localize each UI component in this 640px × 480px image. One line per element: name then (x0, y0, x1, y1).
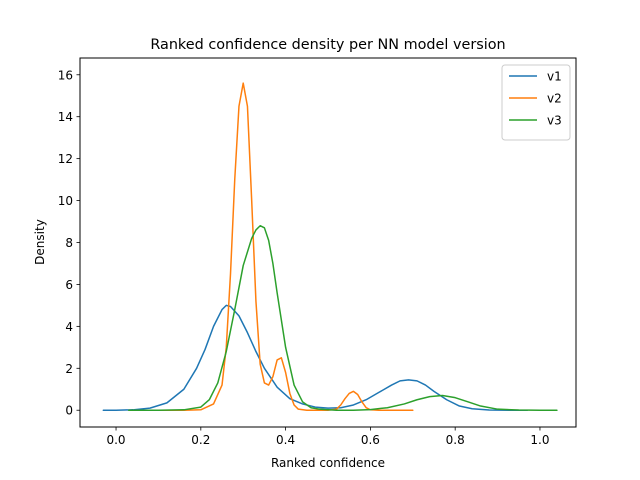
plot-area (102, 82, 558, 411)
y-tick-label: 10 (58, 194, 73, 208)
y-tick-label: 0 (65, 404, 73, 418)
y-tick-label: 12 (58, 152, 73, 166)
y-axis-label: Density (33, 219, 47, 265)
y-tick-label: 14 (58, 110, 73, 124)
chart-title: Ranked confidence density per NN model v… (150, 37, 505, 53)
series-line-v3 (128, 224, 558, 411)
x-tick-label: 0.0 (106, 433, 125, 447)
y-tick-label: 2 (65, 362, 73, 376)
y-tick-label: 4 (65, 320, 73, 334)
legend-label-v2: v2 (547, 92, 562, 106)
x-tick-label: 0.8 (446, 433, 465, 447)
x-tick-label: 0.4 (276, 433, 295, 447)
legend-label-v3: v3 (547, 114, 562, 128)
legend-box (501, 64, 571, 141)
legend: v1 v2 v3 (501, 64, 571, 141)
y-tick-label: 8 (65, 236, 73, 250)
x-axis: 0.0 0.2 0.4 0.6 0.8 1.0 (106, 427, 550, 447)
y-axis: 0 2 4 6 8 10 12 14 16 (58, 68, 80, 418)
series-line-v1 (102, 304, 528, 411)
series-line-v2 (132, 82, 414, 411)
y-tick-label: 16 (58, 68, 73, 82)
legend-label-v1: v1 (547, 70, 562, 84)
x-tick-label: 0.2 (191, 433, 210, 447)
x-tick-label: 1.0 (530, 433, 549, 447)
x-tick-label: 0.6 (361, 433, 380, 447)
y-tick-label: 6 (65, 278, 73, 292)
x-axis-label: Ranked confidence (271, 456, 385, 470)
